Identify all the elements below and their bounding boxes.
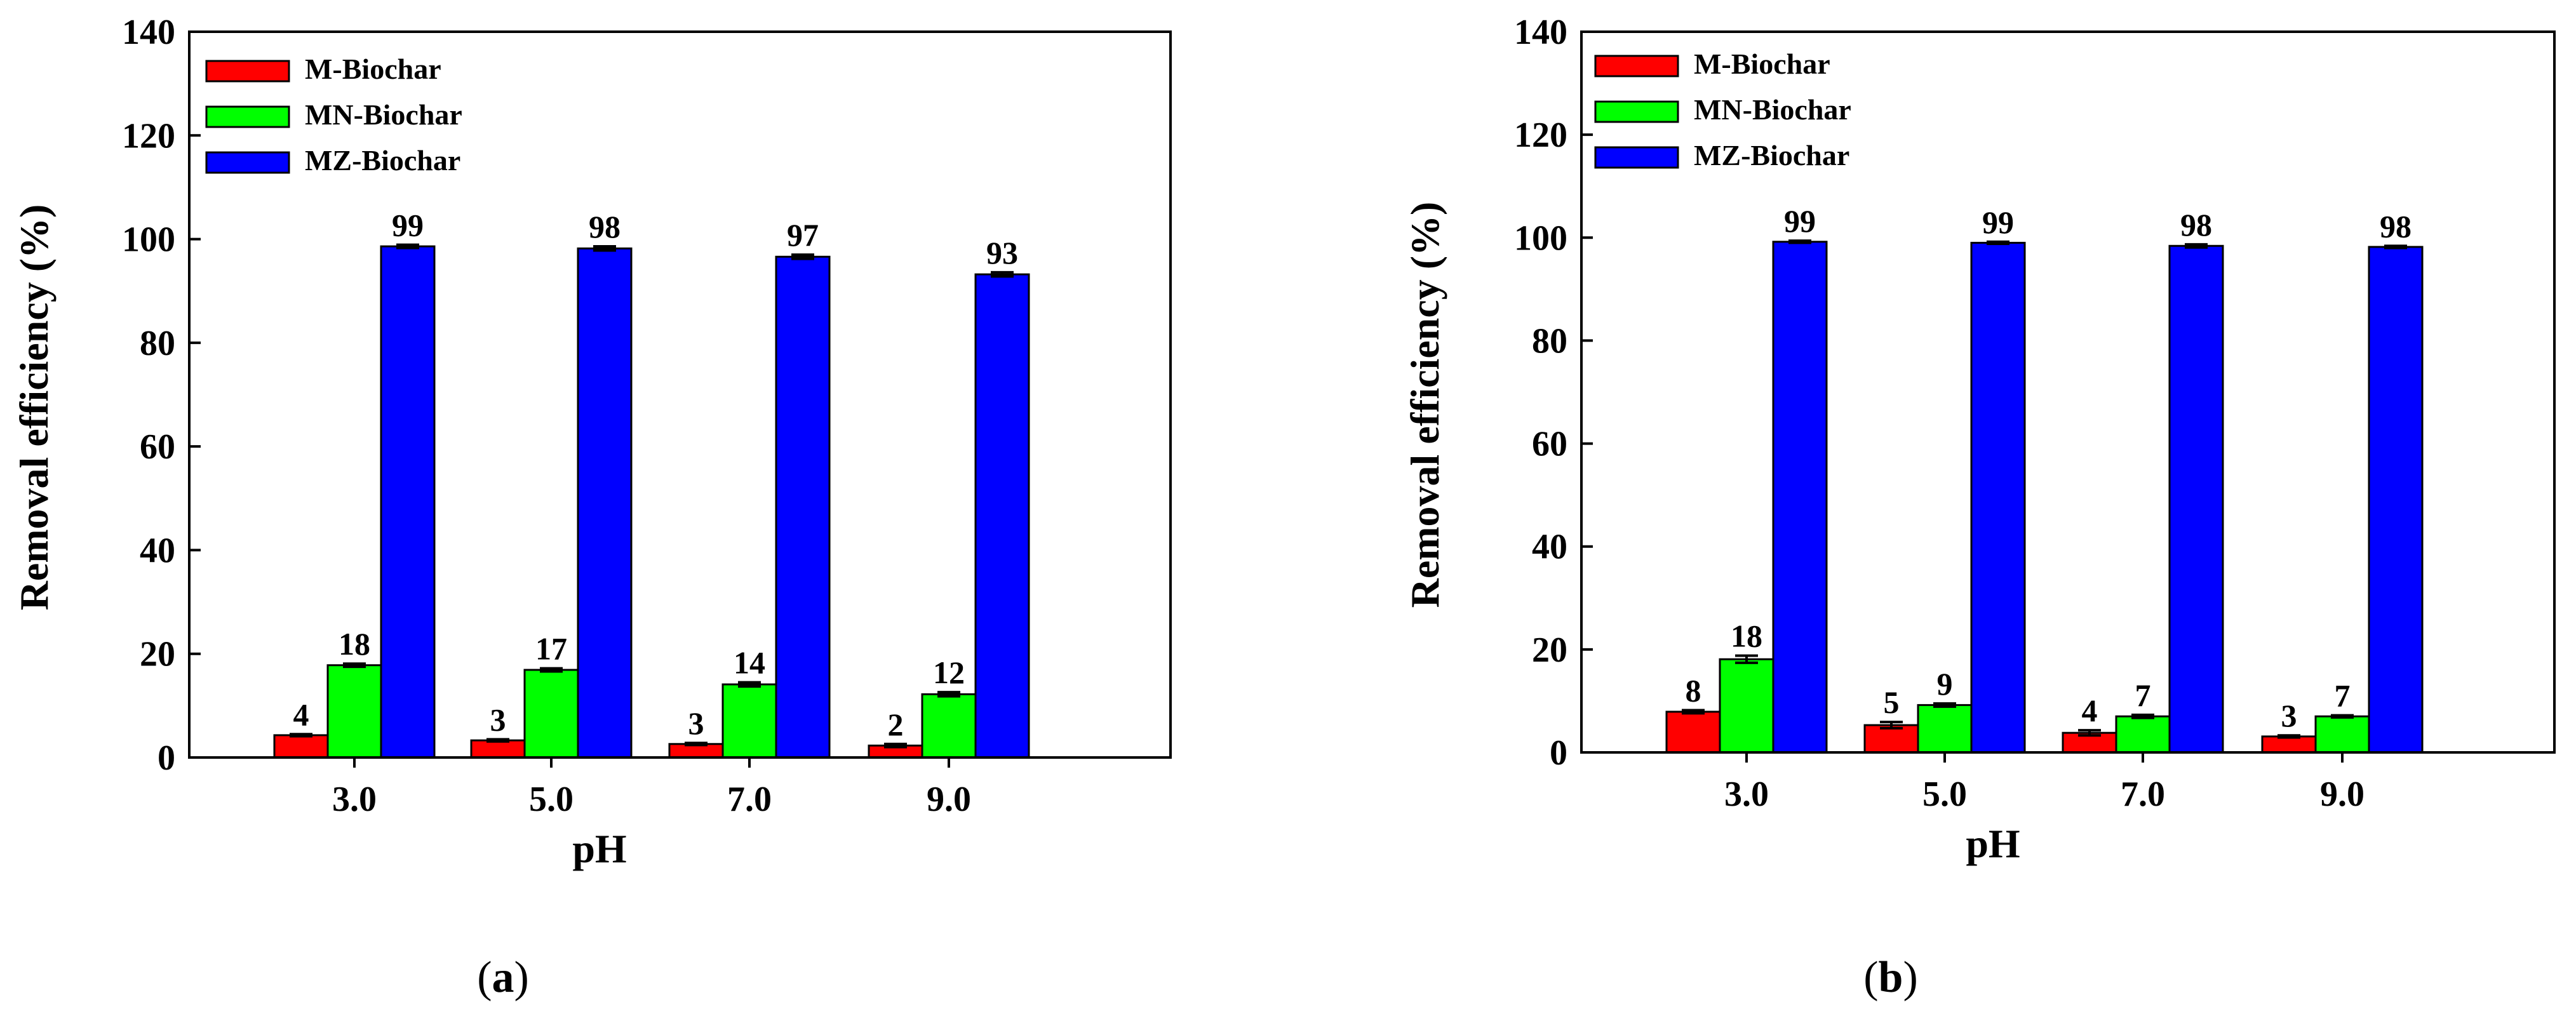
legend-label: M-Biochar — [1694, 48, 1830, 80]
y-axis-label: Removal efficiency (%) — [11, 204, 57, 611]
data-label: 97 — [787, 217, 819, 253]
y-tick-label: 140 — [1514, 13, 1567, 52]
panel-caption: (a) — [477, 953, 529, 1002]
data-label: 4 — [2082, 693, 2098, 728]
data-label: 9 — [1937, 666, 1953, 702]
y-tick-label: 140 — [122, 13, 175, 52]
plot-frame — [1580, 30, 2556, 754]
x-axis-label: pH — [1966, 821, 2020, 866]
y-tick-label: 0 — [158, 738, 175, 778]
x-tick-label: 7.0 — [727, 780, 772, 819]
legend-swatch-mn-biochar — [205, 105, 290, 128]
caption-open: ( — [477, 953, 492, 1002]
bar-mn-biochar-ph-3.0 — [1719, 658, 1774, 754]
bar-mz-biochar-ph-3.0 — [380, 245, 436, 759]
data-label: 12 — [933, 655, 965, 690]
plot-frame — [188, 30, 1172, 759]
legend-swatch-mz-biochar — [1594, 146, 1679, 169]
data-label: 98 — [589, 209, 621, 244]
bar-mn-biochar-ph-5.0 — [1917, 704, 1973, 754]
data-label: 5 — [1884, 684, 1900, 720]
data-label: 14 — [734, 645, 765, 681]
bar-m-biochar-ph-5.0 — [470, 739, 526, 759]
data-label: 99 — [1982, 204, 2014, 240]
bar-m-biochar-ph-9.0 — [2261, 735, 2317, 754]
data-label: 98 — [2380, 208, 2412, 244]
bar-m-biochar-ph-3.0 — [273, 734, 329, 759]
x-tick-label: 5.0 — [1922, 775, 1967, 814]
bar-mn-biochar-ph-5.0 — [523, 669, 579, 759]
y-tick-label: 60 — [1532, 425, 1567, 464]
bar-mn-biochar-ph-7.0 — [721, 683, 777, 759]
y-tick-label: 40 — [1532, 528, 1567, 567]
legend-swatch-m-biochar — [205, 60, 290, 83]
data-label: 3 — [2281, 698, 2297, 733]
bar-mz-biochar-ph-7.0 — [2168, 244, 2224, 754]
data-label: 98 — [2180, 207, 2212, 243]
caption-close: ) — [514, 953, 529, 1002]
legend-label: MZ-Biochar — [1694, 139, 1849, 171]
data-label: 8 — [1686, 673, 1701, 709]
y-tick-label: 0 — [1550, 733, 1567, 773]
x-tick-label: 9.0 — [927, 780, 971, 819]
data-label: 17 — [535, 631, 567, 667]
legend-swatch-mz-biochar — [205, 151, 290, 174]
bar-mz-biochar-ph-9.0 — [974, 273, 1030, 759]
chart-panel-a: 4 18 99 3 17 98 3 14 97 2 12 93 0 20 40 60 80 100 120 140 3.… — [11, 13, 1172, 1002]
legend-label: MN-Biochar — [1694, 93, 1851, 126]
y-tick-label: 120 — [1514, 116, 1567, 155]
panel-caption: (b) — [1863, 953, 1918, 1002]
bar-mz-biochar-ph-5.0 — [1970, 241, 2026, 754]
data-label: 4 — [293, 697, 309, 732]
bar-m-biochar-ph-3.0 — [1665, 710, 1721, 754]
legend-label: M-Biochar — [305, 53, 441, 85]
x-tick-label: 3.0 — [1724, 775, 1769, 814]
x-axis-label: pH — [572, 826, 626, 871]
x-tick-label: 7.0 — [2121, 775, 2165, 814]
bar-mz-biochar-ph-9.0 — [2368, 246, 2424, 754]
caption-close: ) — [1903, 953, 1917, 1002]
y-tick-label: 60 — [140, 427, 175, 467]
y-tick-label: 20 — [1532, 630, 1567, 670]
bar-mz-biochar-ph-5.0 — [577, 247, 633, 759]
data-label: 2 — [888, 707, 904, 742]
y-tick-label: 40 — [140, 531, 175, 570]
bar-mz-biochar-ph-7.0 — [775, 255, 831, 759]
bar-mn-biochar-ph-9.0 — [921, 693, 977, 759]
bar-mn-biochar-ph-3.0 — [326, 664, 382, 759]
y-tick-label: 100 — [122, 220, 175, 260]
y-tick-label: 80 — [140, 324, 175, 363]
data-label: 18 — [1731, 618, 1762, 654]
caption-letter: b — [1879, 953, 1903, 1002]
data-label: 7 — [2335, 678, 2351, 714]
legend-swatch-m-biochar — [1594, 55, 1679, 77]
x-tick-label: 9.0 — [2320, 775, 2365, 814]
legend-label: MZ-Biochar — [305, 144, 460, 177]
data-label: 99 — [392, 208, 424, 243]
legend-swatch-mn-biochar — [1594, 100, 1679, 123]
bar-mn-biochar-ph-9.0 — [2314, 715, 2370, 754]
y-tick-label: 100 — [1514, 218, 1567, 258]
caption-open: ( — [1863, 953, 1878, 1002]
bar-mn-biochar-ph-7.0 — [2115, 715, 2171, 754]
data-label: 3 — [688, 705, 704, 741]
bar-mz-biochar-ph-3.0 — [1772, 241, 1828, 754]
caption-letter: a — [492, 953, 514, 1002]
data-label: 3 — [490, 702, 506, 737]
y-axis-label: Removal efficiency (%) — [1402, 202, 1447, 608]
x-tick-label: 3.0 — [332, 780, 377, 819]
y-tick-label: 120 — [122, 116, 175, 156]
x-tick-label: 5.0 — [529, 780, 574, 819]
data-label: 7 — [2135, 677, 2151, 713]
y-tick-label: 80 — [1532, 321, 1567, 361]
y-tick-label: 20 — [140, 635, 175, 674]
data-label: 18 — [339, 626, 370, 662]
data-label: 99 — [1784, 203, 1816, 239]
data-label: 93 — [986, 235, 1018, 270]
legend-label: MN-Biochar — [305, 98, 462, 131]
